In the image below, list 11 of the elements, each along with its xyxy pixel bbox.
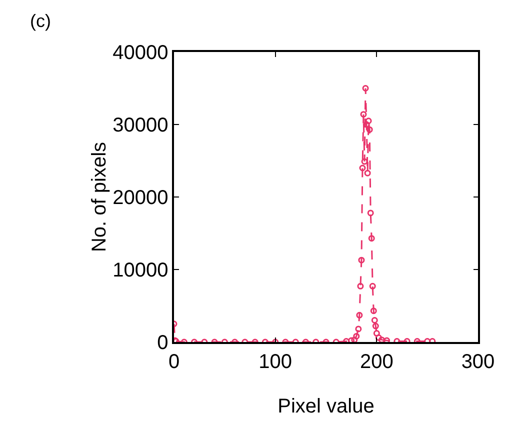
x-tick-label: 100 [258, 350, 292, 373]
y-tick-label: 10000 [112, 260, 168, 282]
y-tick-label: 0 [157, 332, 168, 354]
x-tick-label: 200 [360, 350, 394, 373]
x-tick-label: 300 [461, 350, 495, 373]
y-tick-label: 40000 [112, 42, 168, 64]
y-tick-label: 30000 [112, 114, 168, 136]
y-axis-title: No. of pixels [88, 142, 111, 252]
x-axis-title: Pixel value [278, 396, 374, 418]
text: (c) [30, 11, 51, 31]
y-tick-label: 20000 [112, 187, 168, 209]
